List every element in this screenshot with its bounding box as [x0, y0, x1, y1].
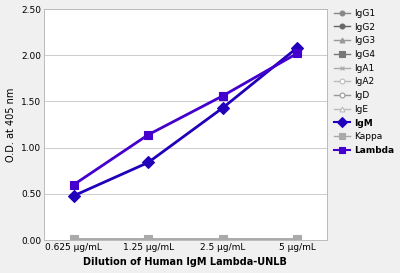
- Legend: IgG1, IgG2, IgG3, IgG4, IgA1, IgA2, IgD, IgE, IgM, Kappa, Lambda: IgG1, IgG2, IgG3, IgG4, IgA1, IgA2, IgD,…: [334, 9, 394, 155]
- Y-axis label: O.D. at 405 nm: O.D. at 405 nm: [6, 87, 16, 162]
- X-axis label: Dilution of Human IgM Lambda-UNLB: Dilution of Human IgM Lambda-UNLB: [84, 257, 287, 268]
